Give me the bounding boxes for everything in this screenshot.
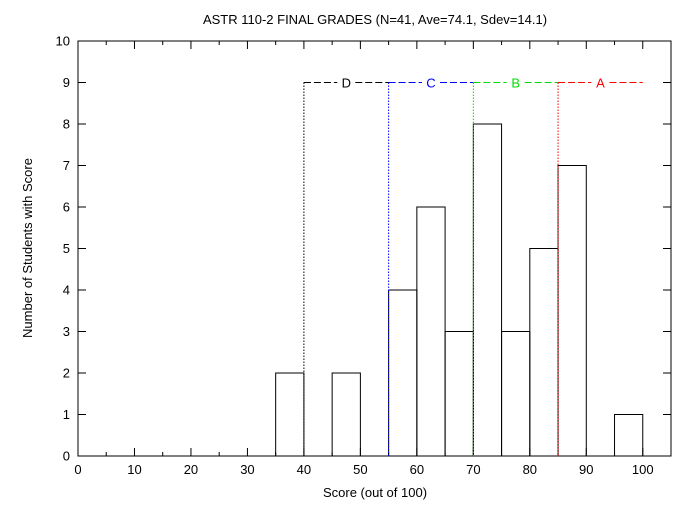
histogram-bar: [501, 331, 531, 457]
y-tick-label: 8: [63, 117, 70, 132]
histogram-bar: [388, 289, 418, 457]
y-tick-label: 1: [63, 407, 70, 422]
x-axis-label: Score (out of 100): [323, 485, 427, 500]
x-tick-label: 20: [184, 462, 198, 477]
x-tick-label: 0: [74, 462, 81, 477]
x-tick-label: 90: [579, 462, 593, 477]
y-tick-label: 10: [56, 34, 70, 49]
y-tick-label: 0: [63, 449, 70, 464]
y-axis-label: Number of Students with Score: [20, 158, 35, 338]
x-tick-label: 60: [410, 462, 424, 477]
histogram-bar: [529, 248, 559, 457]
y-tick-label: 6: [63, 200, 70, 215]
histogram-bars: [275, 123, 644, 457]
grade-label: B: [511, 76, 520, 91]
y-tick-label: 7: [63, 158, 70, 173]
histogram-bar: [557, 165, 587, 457]
y-tick-label: 5: [63, 241, 70, 256]
plot-frame: [77, 40, 672, 457]
grade-label: A: [596, 76, 605, 91]
x-tick-label: 50: [353, 462, 367, 477]
histogram-bar: [444, 331, 474, 457]
chart-title: ASTR 110-2 FINAL GRADES (N=41, Ave=74.1,…: [203, 12, 547, 27]
grade-label: C: [426, 76, 435, 91]
y-axis: 0 1 2 3 4 5 6 7 8 9 10: [56, 34, 671, 464]
histogram-bar: [275, 372, 305, 457]
x-tick-label: 70: [466, 462, 480, 477]
histogram-bar: [331, 372, 361, 457]
histogram-bar: [614, 414, 644, 457]
x-tick-label: 40: [297, 462, 311, 477]
grade-label: D: [342, 76, 351, 91]
x-tick-label: 80: [523, 462, 537, 477]
y-tick-label: 2: [63, 366, 70, 381]
x-tick-label: 100: [632, 462, 654, 477]
y-tick-label: 4: [63, 283, 70, 298]
histogram-bar: [472, 123, 503, 457]
x-axis: 0 10 20 30 40 50 60 70 80 90 100: [74, 41, 672, 477]
x-tick-label: 10: [127, 462, 141, 477]
y-tick-label: 3: [63, 324, 70, 339]
y-tick-label: 9: [63, 75, 70, 90]
x-tick-label: 30: [240, 462, 254, 477]
histogram-bar: [416, 206, 446, 457]
